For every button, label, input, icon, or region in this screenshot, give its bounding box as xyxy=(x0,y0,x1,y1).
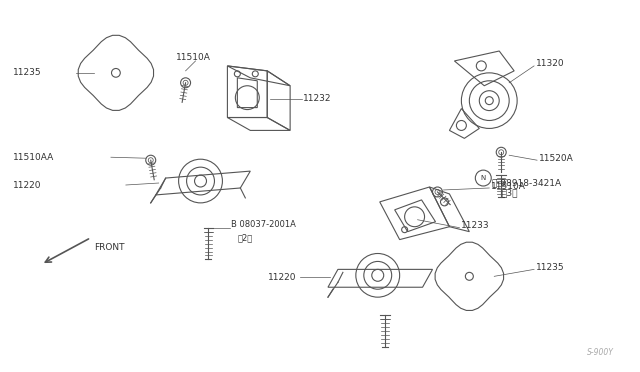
Text: S-900Y: S-900Y xyxy=(587,348,614,357)
Text: N: N xyxy=(481,175,486,181)
Text: 11510AA: 11510AA xyxy=(13,153,54,162)
Text: 11220: 11220 xyxy=(13,180,42,189)
Text: ⓝ 08918-3421A: ⓝ 08918-3421A xyxy=(492,179,561,187)
Text: 11510A: 11510A xyxy=(175,54,211,62)
Text: 11235: 11235 xyxy=(13,68,42,77)
Text: 11233: 11233 xyxy=(461,221,490,230)
Text: FRONT: FRONT xyxy=(94,243,125,252)
Text: 11520A: 11520A xyxy=(539,154,574,163)
Text: B 08037-2001A: B 08037-2001A xyxy=(232,220,296,229)
Text: 11232: 11232 xyxy=(303,94,332,103)
Text: 11220: 11220 xyxy=(268,273,297,282)
Text: 11320: 11320 xyxy=(536,60,564,68)
Text: 〈2〉: 〈2〉 xyxy=(237,233,253,242)
Text: 11510A: 11510A xyxy=(492,182,526,190)
Text: 11235: 11235 xyxy=(536,263,564,272)
Text: （3）: （3） xyxy=(501,189,518,198)
